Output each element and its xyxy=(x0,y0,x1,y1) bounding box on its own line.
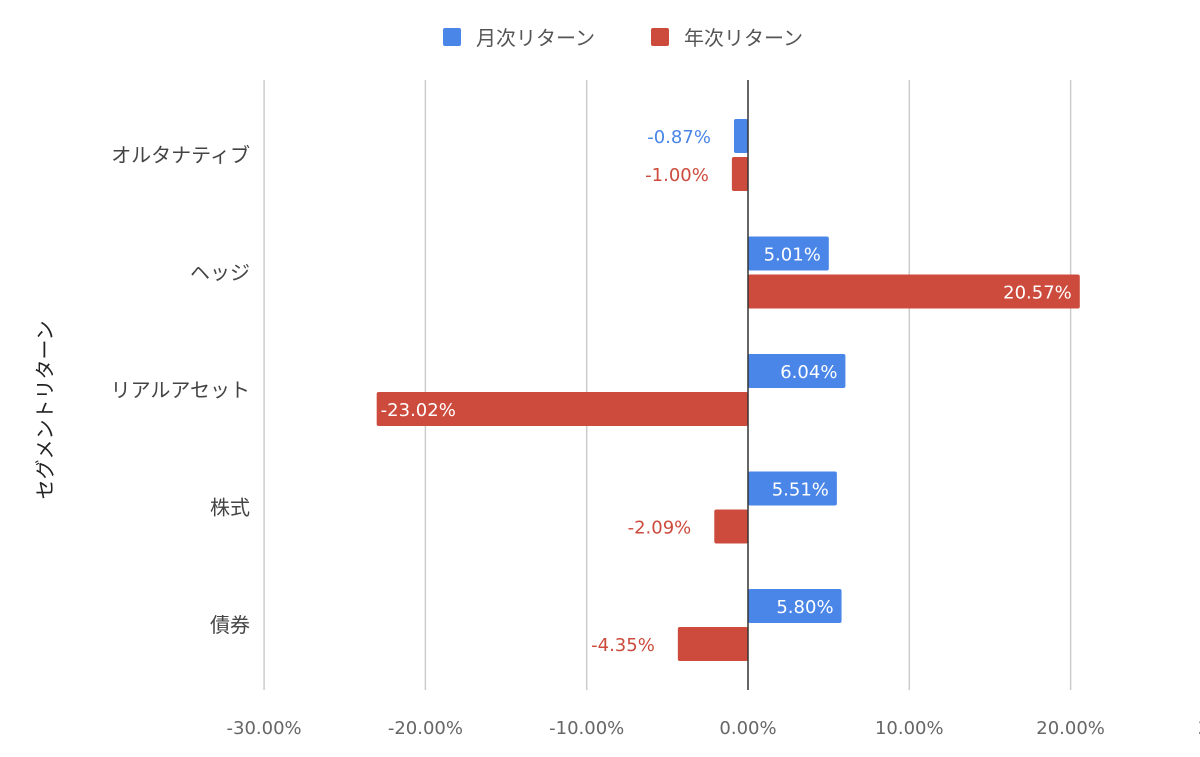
data-label: 5.01% xyxy=(764,245,821,266)
bar xyxy=(677,627,748,661)
category-label: 債券 xyxy=(210,613,250,637)
x-tick-label: 30.00% xyxy=(1198,718,1200,739)
legend: 月次リターン 年次リターン xyxy=(443,26,803,50)
data-label: -0.87% xyxy=(647,127,711,148)
data-label: -23.02% xyxy=(381,400,456,421)
bar xyxy=(376,392,748,426)
data-label: -1.00% xyxy=(645,165,709,186)
bars xyxy=(376,119,1080,661)
category-label: 株式 xyxy=(210,496,250,520)
legend-label: 年次リターン xyxy=(684,26,803,50)
x-tick-label: 20.00% xyxy=(1036,718,1105,739)
bar xyxy=(731,157,748,191)
bar xyxy=(714,509,748,544)
data-labels: -0.87% -1.00% 5.01% 20.57% 6.04% -23.02% 5.51%… xyxy=(381,127,1072,656)
category-label: ヘッジ xyxy=(190,261,250,285)
legend-swatch xyxy=(443,28,461,46)
bar xyxy=(733,119,748,153)
x-tick-labels: -30.00% -20.00% -10.00% 0.00% 10.00% 20.00% 30… xyxy=(227,718,1200,739)
x-tick-label: -10.00% xyxy=(549,718,624,739)
gridlines xyxy=(263,80,1072,690)
x-tick-label: 10.00% xyxy=(875,718,944,739)
data-label: 5.80% xyxy=(776,597,833,618)
data-label: -2.09% xyxy=(628,518,692,539)
bar xyxy=(748,471,837,506)
x-tick-label: 0.00% xyxy=(719,718,776,739)
category-label: オルタナティブ xyxy=(111,143,250,167)
x-tick-label: -20.00% xyxy=(388,718,463,739)
bar xyxy=(748,274,1080,309)
bar xyxy=(748,236,829,271)
category-label: リアルアセット xyxy=(111,378,250,402)
legend-label: 月次リターン xyxy=(476,26,595,50)
x-tick-label: -30.00% xyxy=(227,718,302,739)
bar xyxy=(748,589,842,623)
data-label: 20.57% xyxy=(1003,283,1072,304)
legend-swatch xyxy=(651,28,669,46)
y-axis-title: セグメントリターン xyxy=(33,321,57,500)
data-label: -4.35% xyxy=(591,635,655,656)
data-label: 6.04% xyxy=(780,362,837,383)
data-label: 5.51% xyxy=(772,480,829,501)
bar xyxy=(748,354,846,388)
